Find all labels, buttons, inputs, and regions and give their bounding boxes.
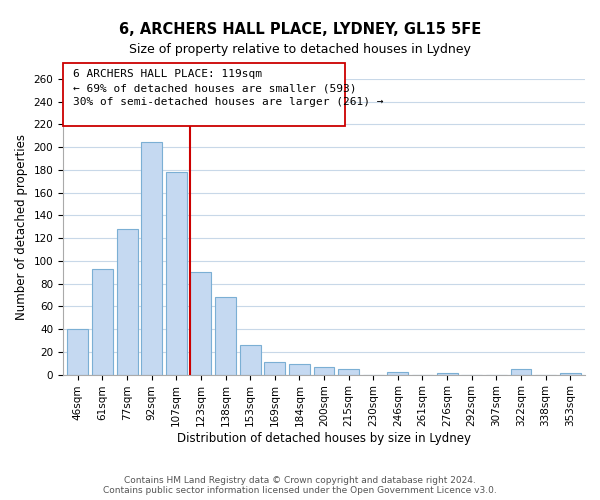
Bar (338, 369, 359, 374)
Text: Contains HM Land Registry data © Crown copyright and database right 2024.
Contai: Contains HM Land Registry data © Crown c… (103, 476, 497, 495)
Bar (166, 172, 187, 374)
Bar (116, 229, 137, 374)
FancyBboxPatch shape (63, 62, 345, 126)
Y-axis label: Number of detached properties: Number of detached properties (15, 134, 28, 320)
Bar (141, 142, 162, 374)
X-axis label: Distribution of detached houses by size in Lydney: Distribution of detached houses by size … (177, 432, 471, 445)
Bar (92, 269, 113, 374)
Text: 6 ARCHERS HALL PLACE: 119sqm
← 69% of detached houses are smaller (593)
30% of s: 6 ARCHERS HALL PLACE: 119sqm ← 69% of de… (73, 68, 384, 108)
Bar (388, 372, 409, 374)
Bar (215, 298, 236, 374)
Bar (239, 345, 260, 374)
Text: 6, ARCHERS HALL PLACE, LYDNEY, GL15 5FE: 6, ARCHERS HALL PLACE, LYDNEY, GL15 5FE (119, 22, 481, 38)
Bar (289, 364, 310, 374)
Bar (67, 329, 88, 374)
Bar (511, 369, 532, 374)
Text: Size of property relative to detached houses in Lydney: Size of property relative to detached ho… (129, 42, 471, 56)
Bar (265, 362, 285, 374)
Bar (190, 272, 211, 374)
Bar (314, 366, 334, 374)
